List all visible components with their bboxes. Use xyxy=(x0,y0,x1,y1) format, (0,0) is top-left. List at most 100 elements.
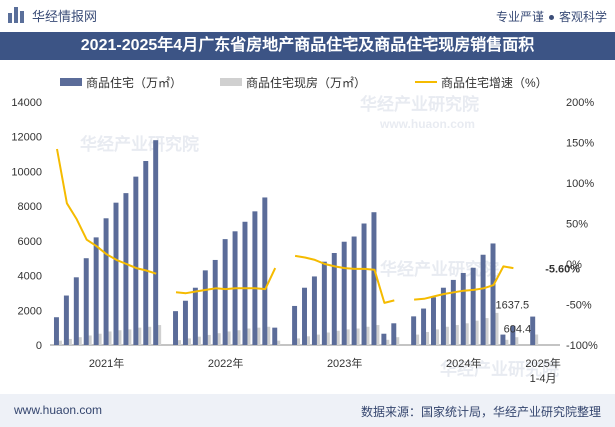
bar-total xyxy=(113,202,119,345)
bar-total xyxy=(143,161,149,345)
x-tick-label: 2023年 xyxy=(327,356,362,370)
dot-icon xyxy=(548,15,554,20)
bar-total xyxy=(242,221,248,345)
legend-label: 商品住宅（万㎡） xyxy=(86,75,182,90)
bar-total xyxy=(63,295,69,345)
watermark: 华经产业研究院 xyxy=(440,359,559,379)
watermark: 华经产业研究院 xyxy=(380,259,499,279)
bar-existing xyxy=(464,323,469,345)
y-left-tick-label: 8000 xyxy=(18,201,42,213)
bar-existing xyxy=(146,326,152,345)
bars-existing xyxy=(57,312,539,345)
y-left-tick-label: 14000 xyxy=(11,97,42,109)
y-right-tick-label: 200% xyxy=(566,97,594,109)
tagline-right: 客观科学 xyxy=(558,10,607,24)
bar-existing xyxy=(77,337,82,345)
watermark: 华经产业研究院 xyxy=(80,134,199,154)
bar-existing xyxy=(315,334,320,345)
tagline-left: 专业严谨 xyxy=(495,10,544,24)
bar-total xyxy=(212,259,218,345)
bar-existing xyxy=(116,330,122,345)
bar-total xyxy=(361,223,367,345)
bar-existing xyxy=(265,326,271,345)
growth-line-segment xyxy=(294,254,395,304)
bar-total xyxy=(450,279,456,345)
watermark-layer: 华经产业研究院 华经产业研究院 华经产业研究院 华经产业研究院 www.huao… xyxy=(80,94,559,379)
bar-total xyxy=(341,241,347,345)
growth-line-segment xyxy=(414,265,514,301)
bar-total xyxy=(202,270,208,345)
bar-existing xyxy=(67,338,72,345)
bar-existing xyxy=(156,325,162,345)
growth-line xyxy=(56,148,514,304)
bar-total xyxy=(192,287,198,345)
y-left-tick-label: 12000 xyxy=(11,132,42,144)
bar-existing xyxy=(533,334,539,345)
bar-existing xyxy=(355,328,360,345)
bar-existing xyxy=(206,334,211,345)
bar-chart-logo-icon xyxy=(8,7,26,23)
legend: 商品住宅（万㎡） 商品住宅现房（万㎡） 商品住宅增速（%） xyxy=(60,75,548,90)
bar-existing xyxy=(335,330,340,345)
bar-existing xyxy=(434,329,439,345)
footer-source: 数据来源：国家统计局，华经产业研究院整理 xyxy=(360,405,601,419)
bar-existing xyxy=(126,329,132,345)
bars-total xyxy=(53,140,536,345)
bar-total xyxy=(321,261,327,345)
y-right-tick-label: 150% xyxy=(566,138,594,150)
data-label-total: 1637.5 xyxy=(496,300,530,312)
bar-existing xyxy=(513,337,519,345)
bar-existing xyxy=(236,330,241,345)
bar-existing xyxy=(87,335,92,345)
y-right-tick-label: 50% xyxy=(566,219,588,231)
bar-existing xyxy=(245,328,251,345)
bar-total xyxy=(381,333,387,345)
growth-line-segment xyxy=(175,267,277,295)
y-left-tick-label: 10000 xyxy=(11,166,42,178)
bar-total xyxy=(182,300,188,345)
bar-total xyxy=(73,277,79,345)
bar-total xyxy=(103,218,109,345)
bar-existing xyxy=(295,338,301,345)
y-right-tick-label: 0% xyxy=(566,259,582,271)
bar-existing xyxy=(216,333,221,345)
bar-total xyxy=(93,237,99,345)
legend-swatch-bar xyxy=(60,78,82,86)
legend-swatch-bar2 xyxy=(220,78,242,86)
bar-existing xyxy=(305,336,310,345)
chart: 华经产业研究院 华经产业研究院 华经产业研究院 华经产业研究院 www.huao… xyxy=(11,75,598,385)
bar-existing xyxy=(97,333,102,345)
chart-title: 2021-2025年4月广东省房地产商品住宅及商品住宅现房销售面积 xyxy=(0,32,615,60)
bar-existing xyxy=(255,327,261,345)
bar-total xyxy=(133,176,139,345)
bar-existing xyxy=(394,337,400,345)
bar-existing xyxy=(107,331,112,345)
bar-existing xyxy=(136,327,142,345)
bar-existing xyxy=(414,334,420,345)
growth-line-segment xyxy=(56,148,157,275)
bar-total xyxy=(53,317,59,345)
data-label-existing: 604.4 xyxy=(504,324,532,336)
bar-existing xyxy=(365,326,370,345)
y-right-tick-label: 100% xyxy=(566,178,594,190)
y-right-tick-label: -50% xyxy=(566,300,592,312)
bar-existing xyxy=(454,325,459,345)
x-tick-label: 1-4月 xyxy=(530,373,557,385)
y-left-tick-label: 2000 xyxy=(18,305,42,317)
legend-label: 商品住宅现房（万㎡） xyxy=(246,75,366,90)
bar-total xyxy=(500,334,506,345)
bar-total xyxy=(421,308,427,345)
bar-total xyxy=(351,236,357,345)
bar-total xyxy=(311,276,317,345)
legend-label: 商品住宅增速（%） xyxy=(441,75,548,90)
bar-total xyxy=(490,243,496,345)
bar-total xyxy=(460,272,466,345)
brand[interactable]: 华经情报网 xyxy=(8,6,97,25)
y-left-tick-label: 0 xyxy=(36,340,42,352)
watermark: 华经产业研究院 xyxy=(360,94,479,114)
bar-total xyxy=(470,267,476,345)
bar-existing xyxy=(384,339,390,345)
bar-total xyxy=(510,325,516,345)
x-tick-label: 2021年 xyxy=(89,356,124,370)
footer-site-link[interactable]: www.huaon.com xyxy=(14,403,103,417)
